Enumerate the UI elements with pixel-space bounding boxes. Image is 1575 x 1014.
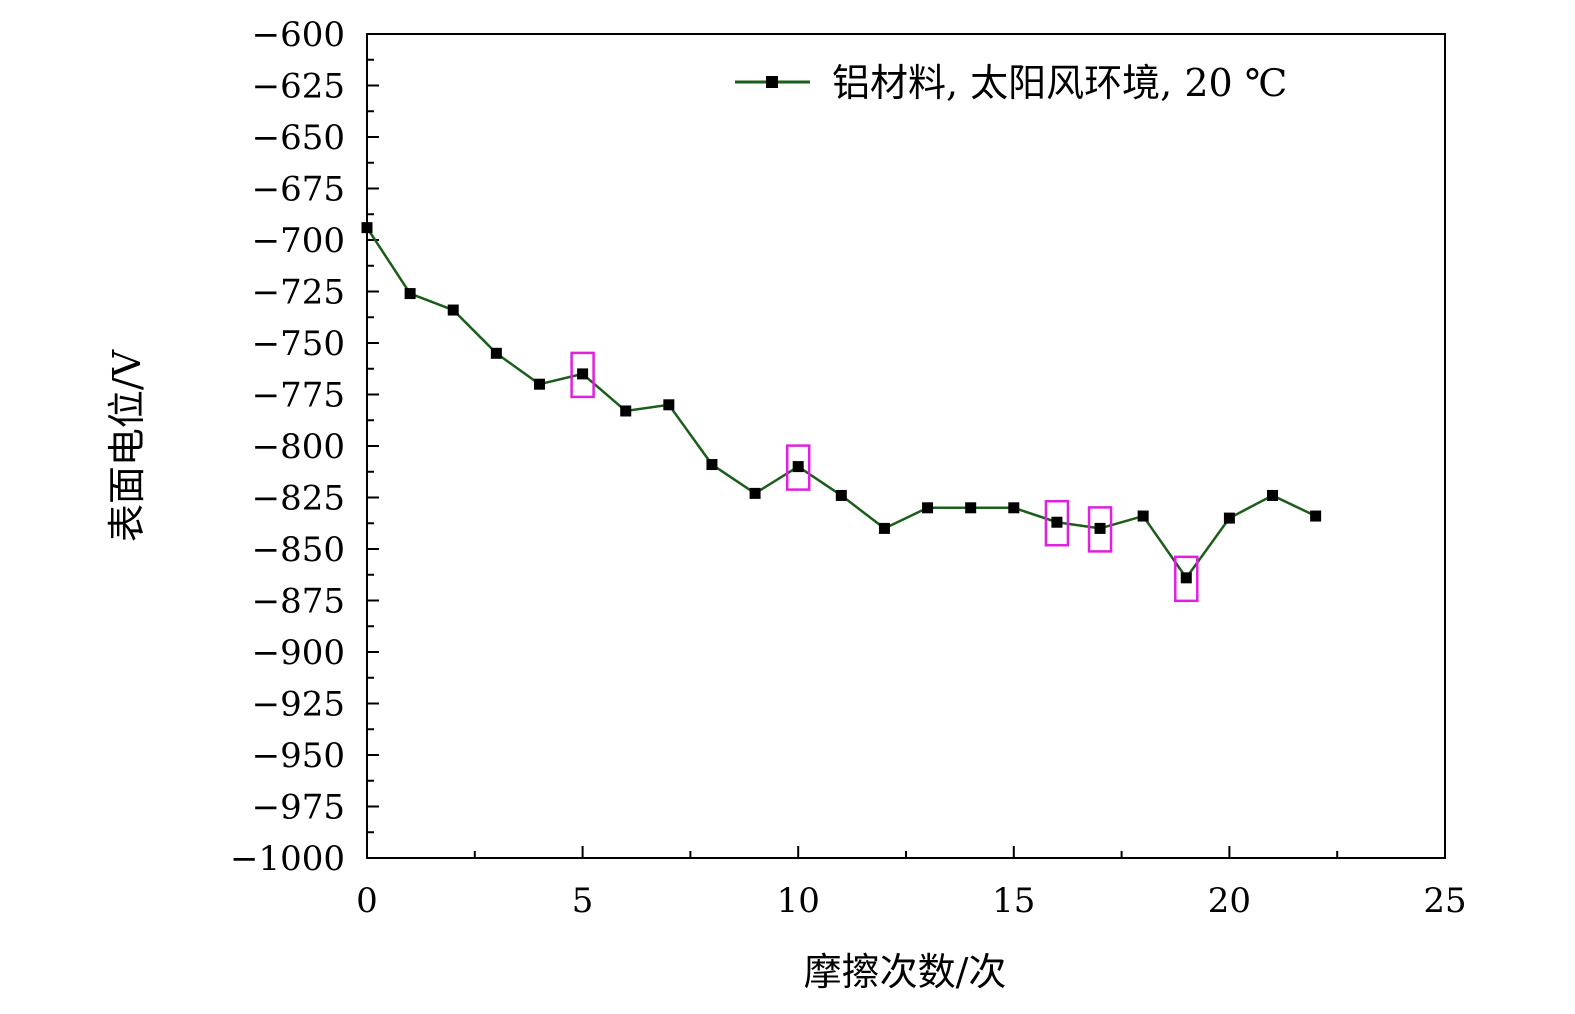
data-point	[361, 222, 373, 234]
data-point	[1051, 516, 1063, 528]
highlight-box	[570, 351, 595, 399]
y-tick-label: −600	[252, 15, 345, 55]
data-point	[1094, 522, 1106, 534]
series-line	[365, 226, 1317, 580]
y-tick-label: −750	[252, 324, 345, 364]
x-tick-label: 15	[992, 881, 1035, 921]
plot-frame	[366, 33, 1446, 859]
highlight-box	[785, 444, 811, 491]
y-tick-label: −925	[252, 685, 345, 725]
x-tick-label: 10	[777, 881, 820, 921]
y-tick-label: −675	[252, 170, 345, 210]
data-point	[404, 288, 416, 300]
x-tick-label: 25	[1423, 881, 1466, 921]
legend-marker	[766, 76, 778, 88]
data-point	[1180, 572, 1192, 584]
axes	[366, 33, 1446, 859]
data-point	[533, 378, 545, 390]
x-tick-label: 5	[572, 881, 594, 921]
x-ticks: 0 5 10 15 20 25	[356, 846, 1467, 921]
y-tick-label: −875	[252, 582, 345, 622]
y-ticks: −600 −625 −650 −675 −700 −725 −750 −775 −800 −825…	[230, 15, 379, 879]
data-point	[922, 502, 934, 514]
data-point	[749, 487, 761, 499]
data-point	[620, 405, 632, 417]
x-tick-label: 20	[1208, 881, 1251, 921]
y-tick-label: −850	[252, 530, 345, 570]
data-point	[792, 461, 804, 473]
y-tick-label: −825	[252, 479, 345, 519]
legend: 铝材料, 太阳风环境, 20 ℃	[735, 61, 1287, 105]
y-tick-label: −775	[252, 376, 345, 416]
highlight-box	[1044, 499, 1070, 547]
y-tick-label: −625	[252, 67, 345, 107]
highlight-box	[1087, 506, 1113, 553]
y-tick-label: −650	[252, 118, 345, 158]
y-tick-label: −900	[252, 633, 345, 673]
y-tick-label: −725	[252, 273, 345, 313]
data-point	[1223, 512, 1235, 524]
y-axis-title: 表面电位/V	[105, 349, 149, 542]
series	[361, 222, 1322, 584]
x-tick-label: 0	[356, 881, 378, 921]
data-point	[878, 522, 890, 534]
data-point	[706, 459, 718, 471]
data-point	[490, 347, 502, 359]
data-point	[965, 502, 977, 514]
data-point	[1310, 510, 1322, 522]
y-tick-label: −700	[252, 221, 345, 261]
y-tick-label: −800	[252, 427, 345, 467]
x-axis-title: 摩擦次数/次	[804, 950, 1007, 994]
data-point	[447, 304, 459, 316]
data-point	[663, 399, 675, 411]
highlights	[570, 351, 1199, 603]
data-point	[577, 368, 589, 380]
data-point	[1137, 510, 1149, 522]
y-tick-label: −950	[252, 736, 345, 776]
legend-label: 铝材料, 太阳风环境, 20 ℃	[832, 61, 1287, 105]
highlight-box	[1174, 555, 1199, 603]
y-tick-label: −1000	[230, 839, 345, 879]
data-point	[1267, 489, 1279, 501]
data-point	[835, 489, 847, 501]
data-point	[1008, 502, 1020, 514]
y-tick-label: −975	[252, 788, 345, 828]
